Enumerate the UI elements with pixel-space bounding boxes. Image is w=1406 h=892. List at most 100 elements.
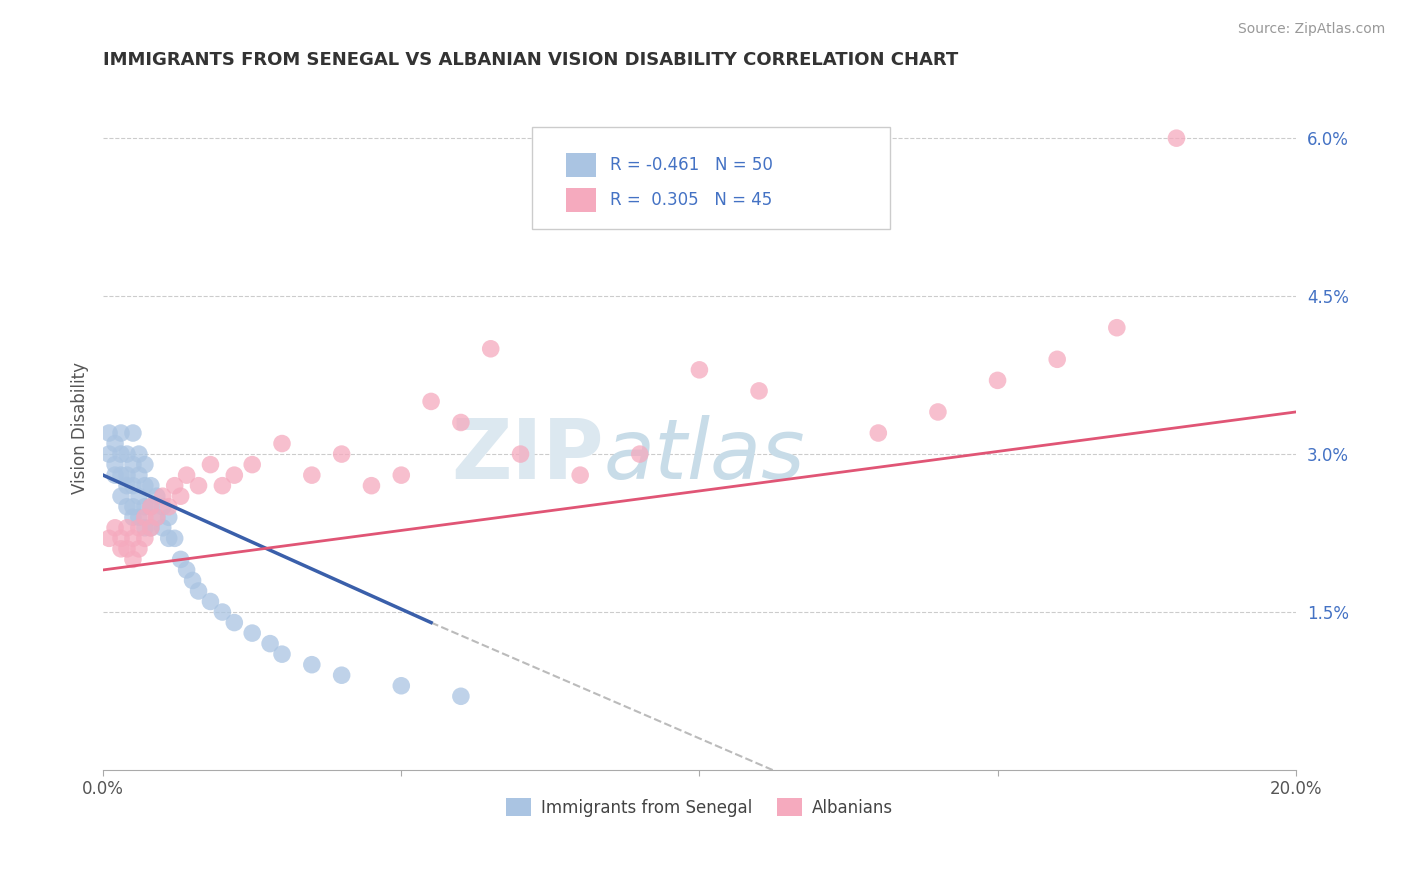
- Point: [110, 468, 132, 483]
- Text: ZIP: ZIP: [451, 415, 605, 496]
- Point: [569, 468, 592, 483]
- Point: [181, 574, 204, 588]
- Point: [146, 489, 169, 503]
- Point: [146, 510, 169, 524]
- Point: [389, 468, 412, 483]
- Point: [628, 447, 651, 461]
- Point: [169, 552, 191, 566]
- Y-axis label: Vision Disability: Vision Disability: [72, 362, 89, 494]
- Point: [389, 679, 412, 693]
- Point: [301, 468, 323, 483]
- Point: [330, 668, 353, 682]
- Point: [152, 500, 174, 514]
- Point: [1166, 131, 1188, 145]
- Point: [115, 478, 138, 492]
- Point: [134, 532, 156, 546]
- Point: [128, 541, 150, 556]
- Point: [128, 521, 150, 535]
- Point: [115, 541, 138, 556]
- Point: [211, 605, 233, 619]
- FancyBboxPatch shape: [533, 127, 890, 229]
- Point: [134, 510, 156, 524]
- Point: [122, 478, 145, 492]
- Point: [122, 552, 145, 566]
- Point: [134, 458, 156, 472]
- Point: [301, 657, 323, 672]
- Point: [479, 342, 502, 356]
- Text: atlas: atlas: [605, 415, 806, 496]
- Point: [868, 425, 890, 440]
- Point: [748, 384, 770, 398]
- Point: [128, 468, 150, 483]
- Point: [240, 458, 263, 472]
- Text: Source: ZipAtlas.com: Source: ZipAtlas.com: [1237, 22, 1385, 37]
- Point: [157, 500, 180, 514]
- Point: [360, 478, 382, 492]
- Text: R =  0.305   N = 45: R = 0.305 N = 45: [610, 191, 772, 209]
- Point: [98, 532, 121, 546]
- Point: [169, 489, 191, 503]
- Legend: Immigrants from Senegal, Albanians: Immigrants from Senegal, Albanians: [499, 792, 900, 823]
- Point: [122, 425, 145, 440]
- Point: [1046, 352, 1069, 367]
- Point: [139, 500, 162, 514]
- Text: R = -0.461   N = 50: R = -0.461 N = 50: [610, 155, 773, 174]
- Point: [128, 447, 150, 461]
- Point: [1105, 320, 1128, 334]
- Point: [200, 594, 222, 608]
- Point: [927, 405, 949, 419]
- Point: [224, 615, 246, 630]
- Point: [122, 532, 145, 546]
- Point: [115, 468, 138, 483]
- Point: [688, 363, 710, 377]
- Point: [152, 521, 174, 535]
- Point: [450, 690, 472, 704]
- Point: [224, 468, 246, 483]
- Point: [134, 478, 156, 492]
- Point: [98, 447, 121, 461]
- Point: [139, 521, 162, 535]
- Point: [104, 468, 127, 483]
- Point: [240, 626, 263, 640]
- Point: [259, 637, 281, 651]
- Point: [163, 532, 186, 546]
- Point: [110, 532, 132, 546]
- Point: [128, 510, 150, 524]
- Point: [104, 521, 127, 535]
- Point: [139, 478, 162, 492]
- Point: [122, 510, 145, 524]
- Point: [134, 521, 156, 535]
- Point: [176, 468, 198, 483]
- Point: [134, 500, 156, 514]
- Point: [110, 541, 132, 556]
- Point: [807, 184, 830, 198]
- Point: [450, 416, 472, 430]
- Point: [163, 478, 186, 492]
- Point: [509, 447, 531, 461]
- Point: [271, 436, 294, 450]
- Point: [420, 394, 443, 409]
- Point: [115, 521, 138, 535]
- Point: [115, 500, 138, 514]
- Point: [157, 510, 180, 524]
- Point: [115, 447, 138, 461]
- Point: [200, 458, 222, 472]
- Point: [187, 478, 209, 492]
- Point: [110, 447, 132, 461]
- FancyBboxPatch shape: [565, 153, 596, 177]
- Point: [211, 478, 233, 492]
- Point: [152, 489, 174, 503]
- Point: [110, 425, 132, 440]
- Point: [139, 521, 162, 535]
- Point: [139, 500, 162, 514]
- Point: [122, 500, 145, 514]
- Point: [104, 458, 127, 472]
- Text: IMMIGRANTS FROM SENEGAL VS ALBANIAN VISION DISABILITY CORRELATION CHART: IMMIGRANTS FROM SENEGAL VS ALBANIAN VISI…: [103, 51, 959, 69]
- Point: [104, 436, 127, 450]
- Point: [157, 532, 180, 546]
- Point: [98, 425, 121, 440]
- FancyBboxPatch shape: [565, 188, 596, 212]
- Point: [128, 489, 150, 503]
- Point: [271, 647, 294, 661]
- Point: [987, 373, 1010, 387]
